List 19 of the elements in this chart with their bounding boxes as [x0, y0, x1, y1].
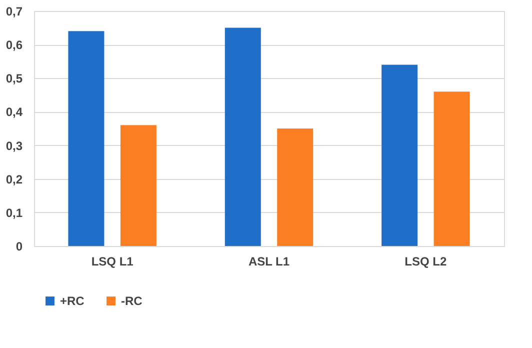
- bar: [224, 28, 261, 246]
- legend-label: -RC: [121, 294, 143, 308]
- y-tick-label: 0,4: [6, 105, 23, 120]
- y-tick-label: 0,7: [6, 4, 23, 18]
- y-tick-label: 0: [16, 240, 23, 254]
- bar: [382, 64, 418, 246]
- bar: [68, 31, 104, 246]
- x-tick-label: ASL L1: [248, 254, 290, 268]
- x-tick-label: LSQ L2: [404, 254, 447, 268]
- y-tick-label: 0,5: [6, 72, 23, 86]
- bar: [120, 125, 156, 246]
- y-tick-label: 0,1: [6, 206, 23, 220]
- y-tick-label: 0,3: [6, 138, 23, 153]
- bar: [277, 128, 314, 246]
- x-tick-label: LSQ L1: [91, 254, 134, 268]
- y-tick-label: 0,2: [6, 172, 23, 186]
- bar: [434, 92, 470, 246]
- legend-label: +RC: [60, 294, 85, 308]
- y-tick-label: 0,6: [6, 38, 23, 52]
